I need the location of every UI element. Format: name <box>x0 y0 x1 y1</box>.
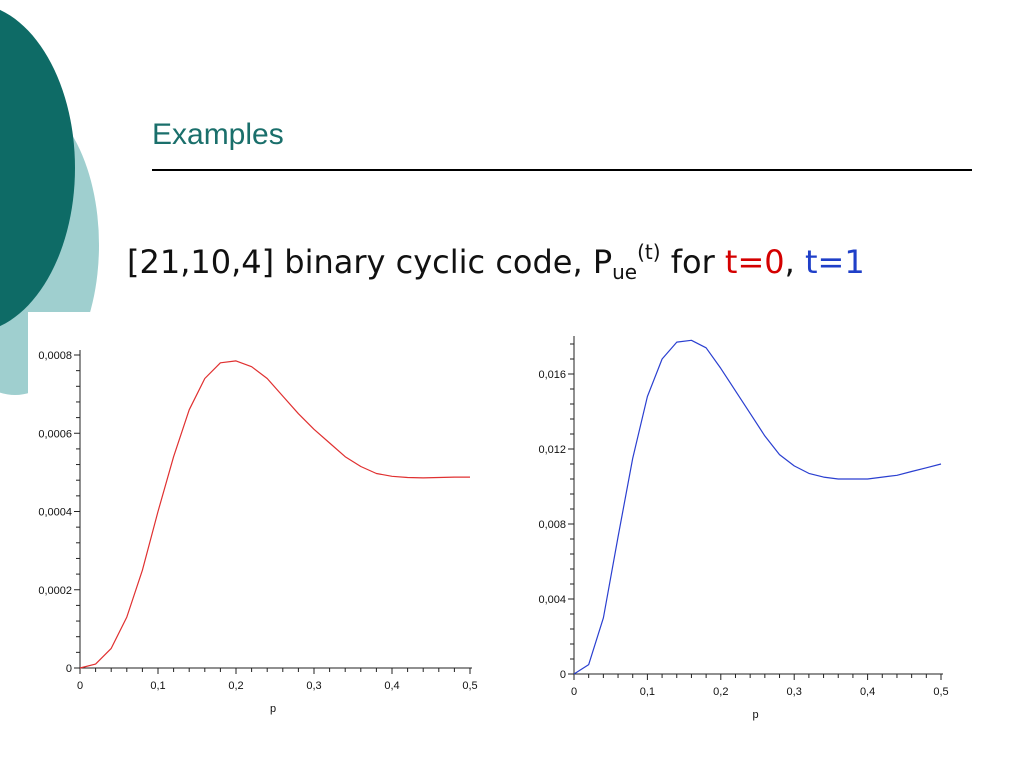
t1-x-tick-label: 0,2 <box>713 686 728 698</box>
t1-y-tick-label: 0,016 <box>538 369 566 381</box>
subtitle-superscript: (t) <box>637 240 661 264</box>
t1-x-tick-label: 0,3 <box>787 686 802 698</box>
t1-y-tick-label: 0 <box>560 669 566 681</box>
t1-series-line <box>573 339 942 675</box>
slide-subtitle: [21,10,4] binary cyclic code, Pue(t) for… <box>127 240 865 284</box>
t0-y-tick-label: 0,0008 <box>38 350 72 362</box>
t0-series-line <box>79 360 470 669</box>
subtitle-middle: for <box>660 243 725 281</box>
t0-x-tick-label: 0,1 <box>150 680 165 692</box>
t0-x-tick-label: 0,2 <box>228 680 243 692</box>
t0-y-tick-label: 0,0002 <box>38 585 72 597</box>
title-divider <box>152 169 972 171</box>
t1-y-tick-label: 0,008 <box>538 519 566 531</box>
t0-x-tick-label: 0,4 <box>384 680 399 692</box>
t0-x-tick-label: 0,3 <box>306 680 321 692</box>
t0-y-tick-label: 0,0004 <box>38 507 72 519</box>
subtitle-subscript: ue <box>612 260 638 284</box>
t1-y-tick-label: 0,004 <box>538 594 566 606</box>
subtitle-t1: t=1 <box>804 243 865 281</box>
t1-x-tick-label: 0,1 <box>640 686 655 698</box>
decor-circle-dark <box>0 9 75 327</box>
t1-y-tick-label: 0,012 <box>538 444 566 456</box>
t1-x-axis-label: p <box>752 709 758 721</box>
subtitle-comma: , <box>784 243 805 281</box>
t1-x-tick-label: 0,5 <box>933 686 948 698</box>
t0-x-axis-label: p <box>270 703 276 715</box>
slide-title: Examples <box>152 118 284 151</box>
subtitle-t0: t=0 <box>724 243 785 281</box>
t0-x-tick-label: 0,5 <box>462 680 477 692</box>
t0-y-tick-label: 0 <box>66 663 72 675</box>
t0-x-tick-label: 0 <box>77 680 83 692</box>
t1-x-tick-label: 0,4 <box>860 686 875 698</box>
t1-x-tick-label: 0 <box>571 686 577 698</box>
t0-y-tick-label: 0,0006 <box>38 428 72 440</box>
subtitle-prefix: [21,10,4] binary cyclic code, P <box>127 243 613 281</box>
